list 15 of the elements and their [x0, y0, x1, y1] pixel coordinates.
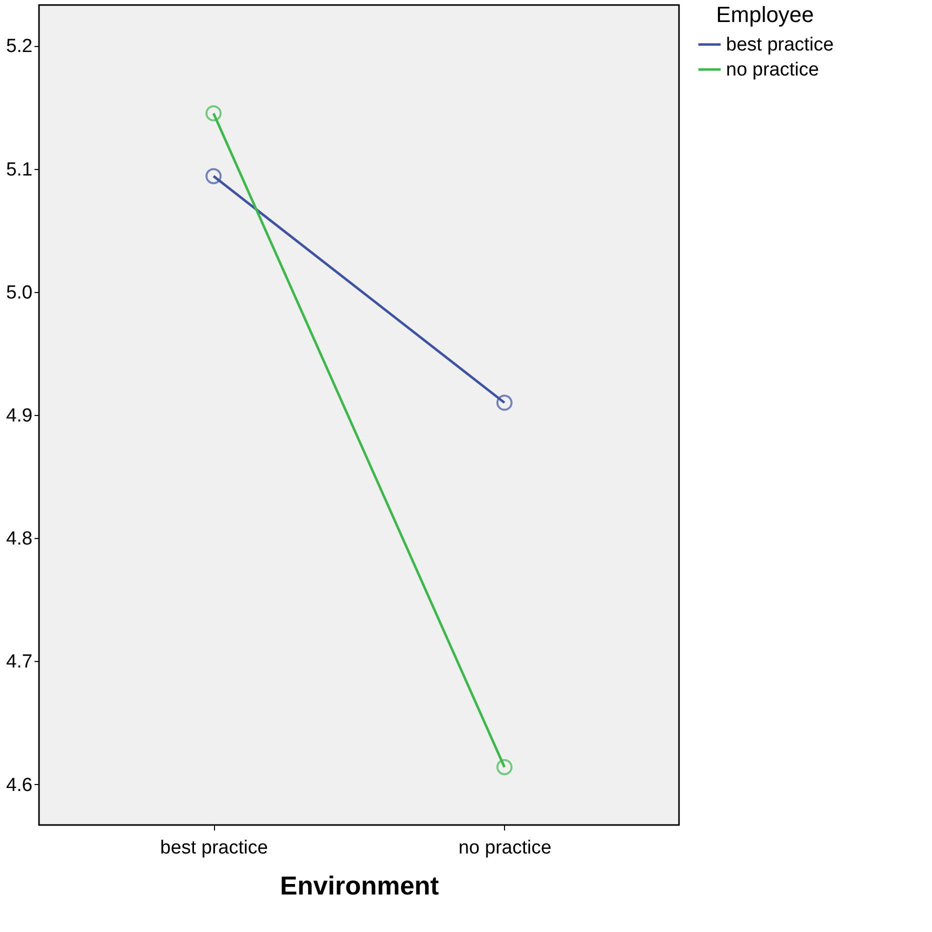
- y-tick-label: 4.7: [6, 652, 32, 673]
- x-axis-title: Environment: [280, 870, 440, 900]
- y-tick-label: 5.2: [6, 36, 32, 58]
- legend-label: best practice: [726, 34, 834, 56]
- y-tick-label: 4.9: [6, 406, 32, 426]
- point: [205, 168, 222, 184]
- legend-title: Employee: [716, 2, 814, 27]
- point: [205, 105, 222, 122]
- point: [496, 759, 513, 776]
- point: [496, 394, 513, 411]
- y-tick-label: 4.6: [6, 774, 32, 796]
- y-tick-label: 4.8: [6, 528, 32, 550]
- y-tick-label: 5.1: [6, 159, 32, 180]
- legend-label: no practice: [726, 60, 819, 80]
- y-tick-label: 5.0: [6, 282, 32, 304]
